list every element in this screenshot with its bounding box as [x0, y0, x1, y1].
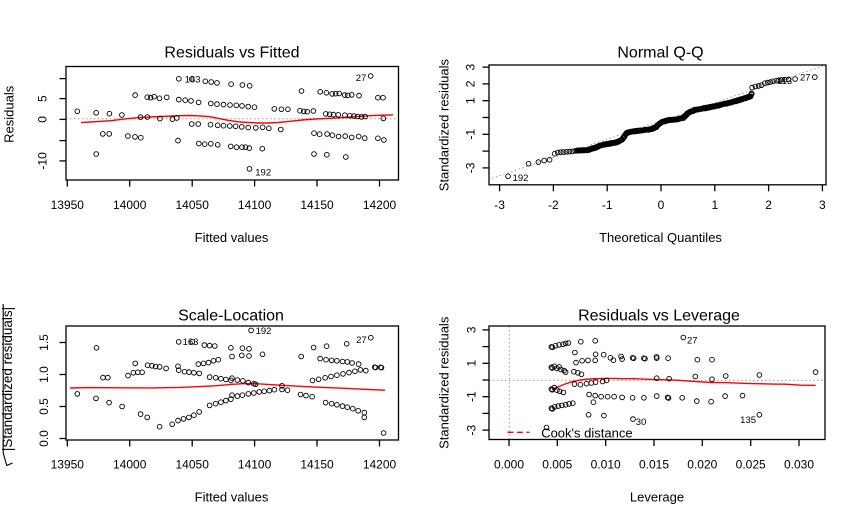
svg-text:1: 1 [464, 97, 478, 104]
svg-text:Fitted values: Fitted values [195, 490, 269, 505]
svg-text:Theoretical Quantiles: Theoretical Quantiles [599, 230, 722, 245]
svg-text:14150: 14150 [300, 198, 334, 212]
svg-text:0.015: 0.015 [639, 458, 669, 472]
svg-text:Residuals vs Fitted: Residuals vs Fitted [164, 44, 299, 61]
svg-text:0.0: 0.0 [37, 430, 51, 447]
svg-text:0.010: 0.010 [591, 458, 621, 472]
svg-text:0.000: 0.000 [494, 458, 524, 472]
svg-text:192: 192 [255, 168, 271, 179]
svg-text:14000: 14000 [113, 458, 147, 472]
svg-text:-1: -1 [465, 391, 479, 402]
svg-text:0.020: 0.020 [687, 458, 717, 472]
svg-text:163: 163 [183, 337, 199, 348]
svg-text:14050: 14050 [176, 458, 210, 472]
svg-text:0.030: 0.030 [784, 458, 814, 472]
svg-text:Standardized residuals: Standardized residuals [437, 316, 452, 449]
svg-text:27: 27 [356, 335, 367, 346]
svg-text:3: 3 [464, 63, 478, 70]
svg-text:1.0: 1.0 [37, 366, 51, 383]
svg-text:14000: 14000 [113, 198, 147, 212]
svg-text:1: 1 [711, 198, 718, 212]
svg-text:2: 2 [464, 80, 478, 87]
svg-text:|Standardized residuals|: |Standardized residuals| [0, 307, 15, 451]
svg-text:14200: 14200 [363, 198, 397, 212]
svg-text:27: 27 [800, 73, 811, 84]
svg-text:0.005: 0.005 [542, 458, 572, 472]
svg-text:0.5: 0.5 [37, 398, 51, 415]
svg-text:Normal Q-Q: Normal Q-Q [617, 44, 703, 61]
svg-text:-2: -2 [548, 198, 559, 212]
svg-text:-1: -1 [602, 198, 613, 212]
svg-text:Fitted values: Fitted values [195, 230, 269, 245]
svg-text:1.5: 1.5 [37, 334, 51, 351]
svg-text:13950: 13950 [51, 458, 85, 472]
svg-text:Standardized residuals: Standardized residuals [437, 58, 452, 191]
svg-text:0: 0 [36, 116, 50, 123]
svg-text:3: 3 [465, 326, 479, 333]
svg-text:3: 3 [819, 198, 826, 212]
svg-text:1: 1 [465, 360, 479, 367]
svg-text:30: 30 [636, 417, 647, 428]
svg-text:-3: -3 [465, 424, 479, 435]
svg-text:192: 192 [513, 173, 529, 184]
svg-text:113: 113 [777, 76, 792, 87]
svg-text:-3: -3 [494, 198, 505, 212]
svg-text:14100: 14100 [238, 198, 272, 212]
svg-text:14200: 14200 [363, 458, 397, 472]
svg-text:27: 27 [356, 73, 367, 84]
svg-text:Residuals: Residuals [2, 85, 17, 143]
svg-text:Cook's distance: Cook's distance [541, 426, 632, 441]
svg-text:27: 27 [687, 335, 698, 346]
svg-text:-3: -3 [464, 162, 478, 173]
svg-text:-10: -10 [36, 152, 50, 170]
svg-text:2: 2 [765, 198, 772, 212]
svg-text:14050: 14050 [176, 198, 210, 212]
svg-text:14150: 14150 [300, 458, 334, 472]
svg-text:0.025: 0.025 [736, 458, 766, 472]
svg-text:0: 0 [658, 198, 665, 212]
svg-text:-1: -1 [464, 129, 478, 140]
svg-text:5: 5 [36, 95, 50, 102]
svg-text:163: 163 [185, 75, 201, 86]
svg-text:14100: 14100 [238, 458, 272, 472]
svg-text:13950: 13950 [51, 198, 85, 212]
svg-text:Residuals vs Leverage: Residuals vs Leverage [578, 307, 740, 324]
svg-text:135: 135 [740, 415, 756, 426]
svg-text:Leverage: Leverage [630, 490, 684, 505]
svg-text:192: 192 [256, 326, 272, 337]
svg-text:Scale-Location: Scale-Location [178, 307, 284, 324]
